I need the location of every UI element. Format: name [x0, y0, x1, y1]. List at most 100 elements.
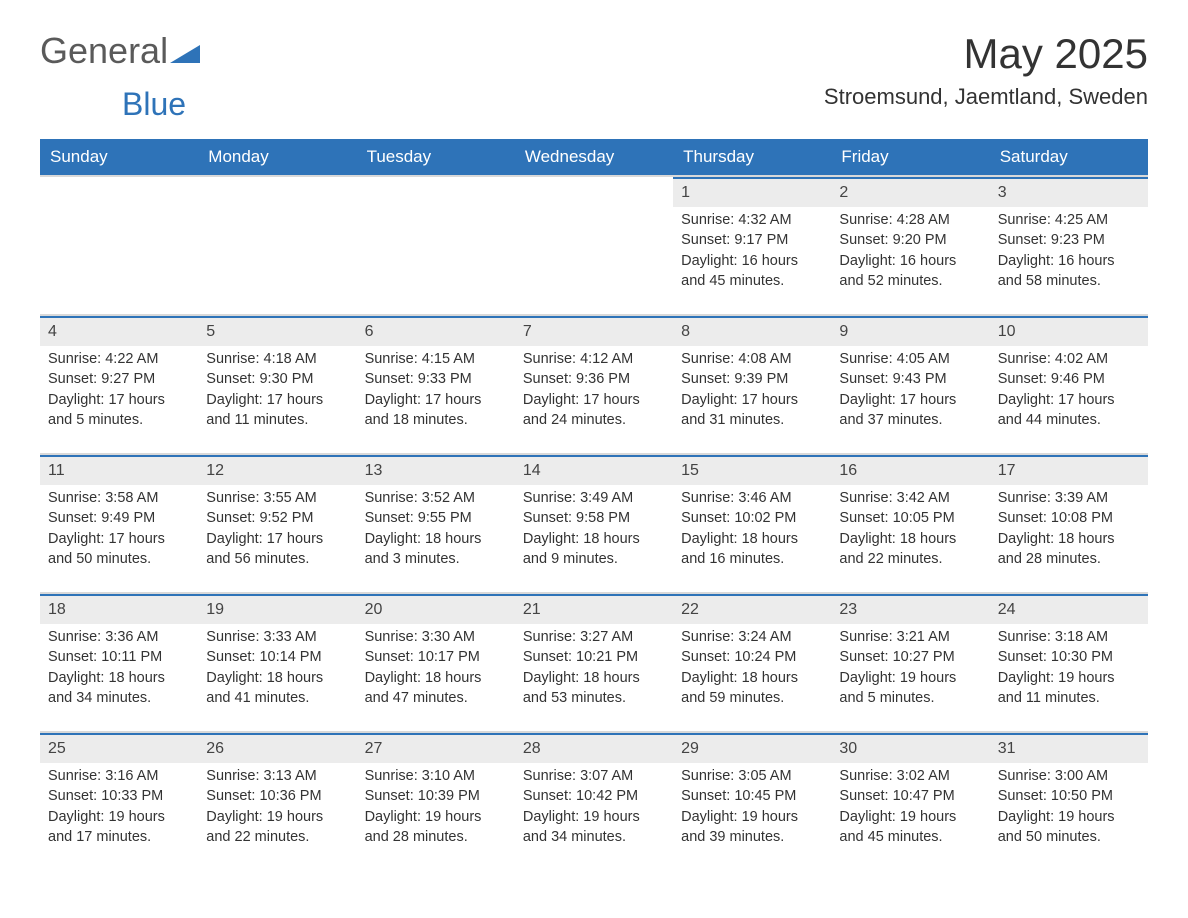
day2-text: and 17 minutes. — [48, 828, 190, 848]
day1-text: Daylight: 18 hours — [365, 530, 507, 550]
date-number: 23 — [831, 594, 989, 624]
sunrise-text: Sunrise: 3:07 AM — [523, 767, 665, 787]
calendar-cell: 5Sunrise: 4:18 AMSunset: 9:30 PMDaylight… — [198, 316, 356, 451]
calendar-cell — [40, 177, 198, 312]
sunrise-text: Sunrise: 3:36 AM — [48, 628, 190, 648]
day2-text: and 31 minutes. — [681, 411, 823, 431]
day2-text: and 44 minutes. — [998, 411, 1140, 431]
day2-text: and 45 minutes. — [839, 828, 981, 848]
page-title: May 2025 — [824, 30, 1148, 78]
day1-text: Daylight: 17 hours — [998, 391, 1140, 411]
sunset-text: Sunset: 9:30 PM — [206, 370, 348, 390]
day1-text: Daylight: 18 hours — [365, 669, 507, 689]
calendar-cell: 26Sunrise: 3:13 AMSunset: 10:36 PMDaylig… — [198, 733, 356, 868]
day1-text: Daylight: 17 hours — [681, 391, 823, 411]
cell-body: Sunrise: 4:22 AMSunset: 9:27 PMDaylight:… — [40, 346, 198, 440]
day2-text: and 52 minutes. — [839, 272, 981, 292]
sunset-text: Sunset: 10:45 PM — [681, 787, 823, 807]
sunrise-text: Sunrise: 4:12 AM — [523, 350, 665, 370]
day2-text: and 22 minutes. — [206, 828, 348, 848]
sunrise-text: Sunrise: 3:49 AM — [523, 489, 665, 509]
calendar-cell: 24Sunrise: 3:18 AMSunset: 10:30 PMDaylig… — [990, 594, 1148, 729]
sunrise-text: Sunrise: 3:10 AM — [365, 767, 507, 787]
calendar-cell — [357, 177, 515, 312]
calendar-cell: 9Sunrise: 4:05 AMSunset: 9:43 PMDaylight… — [831, 316, 989, 451]
day2-text: and 41 minutes. — [206, 689, 348, 709]
sunset-text: Sunset: 9:33 PM — [365, 370, 507, 390]
cell-body: Sunrise: 3:18 AMSunset: 10:30 PMDaylight… — [990, 624, 1148, 718]
day2-text: and 24 minutes. — [523, 411, 665, 431]
sunset-text: Sunset: 10:21 PM — [523, 648, 665, 668]
calendar-cell: 31Sunrise: 3:00 AMSunset: 10:50 PMDaylig… — [990, 733, 1148, 868]
cell-body: Sunrise: 3:42 AMSunset: 10:05 PMDaylight… — [831, 485, 989, 579]
date-number: 31 — [990, 733, 1148, 763]
date-number: 2 — [831, 177, 989, 207]
day2-text: and 11 minutes. — [206, 411, 348, 431]
day2-text: and 37 minutes. — [839, 411, 981, 431]
day1-text: Daylight: 18 hours — [681, 669, 823, 689]
sunrise-text: Sunrise: 4:28 AM — [839, 211, 981, 231]
week-row: 4Sunrise: 4:22 AMSunset: 9:27 PMDaylight… — [40, 314, 1148, 451]
day2-text: and 5 minutes. — [839, 689, 981, 709]
date-number: 5 — [198, 316, 356, 346]
calendar-cell: 21Sunrise: 3:27 AMSunset: 10:21 PMDaylig… — [515, 594, 673, 729]
day2-text: and 28 minutes. — [998, 550, 1140, 570]
date-number: 16 — [831, 455, 989, 485]
cell-body: Sunrise: 3:02 AMSunset: 10:47 PMDaylight… — [831, 763, 989, 857]
sunset-text: Sunset: 9:23 PM — [998, 231, 1140, 251]
calendar-cell: 30Sunrise: 3:02 AMSunset: 10:47 PMDaylig… — [831, 733, 989, 868]
day2-text: and 5 minutes. — [48, 411, 190, 431]
day1-text: Daylight: 16 hours — [998, 252, 1140, 272]
day1-text: Daylight: 16 hours — [839, 252, 981, 272]
day1-text: Daylight: 19 hours — [998, 808, 1140, 828]
date-number: 4 — [40, 316, 198, 346]
sunrise-text: Sunrise: 3:39 AM — [998, 489, 1140, 509]
sunrise-text: Sunrise: 4:25 AM — [998, 211, 1140, 231]
sunset-text: Sunset: 10:42 PM — [523, 787, 665, 807]
logo-triangle-icon — [170, 30, 200, 52]
calendar-cell: 20Sunrise: 3:30 AMSunset: 10:17 PMDaylig… — [357, 594, 515, 729]
date-number: 3 — [990, 177, 1148, 207]
day2-text: and 34 minutes. — [523, 828, 665, 848]
day2-text: and 59 minutes. — [681, 689, 823, 709]
day2-text: and 16 minutes. — [681, 550, 823, 570]
date-number: 7 — [515, 316, 673, 346]
sunset-text: Sunset: 10:11 PM — [48, 648, 190, 668]
day1-text: Daylight: 17 hours — [206, 530, 348, 550]
day1-text: Daylight: 18 hours — [523, 530, 665, 550]
sunrise-text: Sunrise: 4:22 AM — [48, 350, 190, 370]
sunset-text: Sunset: 10:36 PM — [206, 787, 348, 807]
cell-body: Sunrise: 3:05 AMSunset: 10:45 PMDaylight… — [673, 763, 831, 857]
day1-text: Daylight: 19 hours — [839, 808, 981, 828]
sunset-text: Sunset: 9:52 PM — [206, 509, 348, 529]
calendar-cell: 25Sunrise: 3:16 AMSunset: 10:33 PMDaylig… — [40, 733, 198, 868]
date-number: 25 — [40, 733, 198, 763]
day-header: Monday — [198, 139, 356, 175]
date-number: 26 — [198, 733, 356, 763]
sunrise-text: Sunrise: 3:16 AM — [48, 767, 190, 787]
day-header: Sunday — [40, 139, 198, 175]
cell-body: Sunrise: 3:27 AMSunset: 10:21 PMDaylight… — [515, 624, 673, 718]
date-number: 30 — [831, 733, 989, 763]
day-header: Thursday — [673, 139, 831, 175]
day-header: Tuesday — [357, 139, 515, 175]
cell-body: Sunrise: 3:00 AMSunset: 10:50 PMDaylight… — [990, 763, 1148, 857]
date-number: 8 — [673, 316, 831, 346]
date-number: 21 — [515, 594, 673, 624]
day1-text: Daylight: 18 hours — [523, 669, 665, 689]
sunrise-text: Sunrise: 3:30 AM — [365, 628, 507, 648]
calendar-cell: 14Sunrise: 3:49 AMSunset: 9:58 PMDayligh… — [515, 455, 673, 590]
calendar-cell: 17Sunrise: 3:39 AMSunset: 10:08 PMDaylig… — [990, 455, 1148, 590]
day1-text: Daylight: 19 hours — [523, 808, 665, 828]
cell-body: Sunrise: 3:52 AMSunset: 9:55 PMDaylight:… — [357, 485, 515, 579]
week-row: 11Sunrise: 3:58 AMSunset: 9:49 PMDayligh… — [40, 453, 1148, 590]
calendar-cell: 1Sunrise: 4:32 AMSunset: 9:17 PMDaylight… — [673, 177, 831, 312]
sunrise-text: Sunrise: 3:58 AM — [48, 489, 190, 509]
calendar-cell: 15Sunrise: 3:46 AMSunset: 10:02 PMDaylig… — [673, 455, 831, 590]
cell-body: Sunrise: 4:28 AMSunset: 9:20 PMDaylight:… — [831, 207, 989, 301]
day2-text: and 56 minutes. — [206, 550, 348, 570]
date-number: 10 — [990, 316, 1148, 346]
sunset-text: Sunset: 9:58 PM — [523, 509, 665, 529]
calendar-cell: 11Sunrise: 3:58 AMSunset: 9:49 PMDayligh… — [40, 455, 198, 590]
cell-body: Sunrise: 3:49 AMSunset: 9:58 PMDaylight:… — [515, 485, 673, 579]
